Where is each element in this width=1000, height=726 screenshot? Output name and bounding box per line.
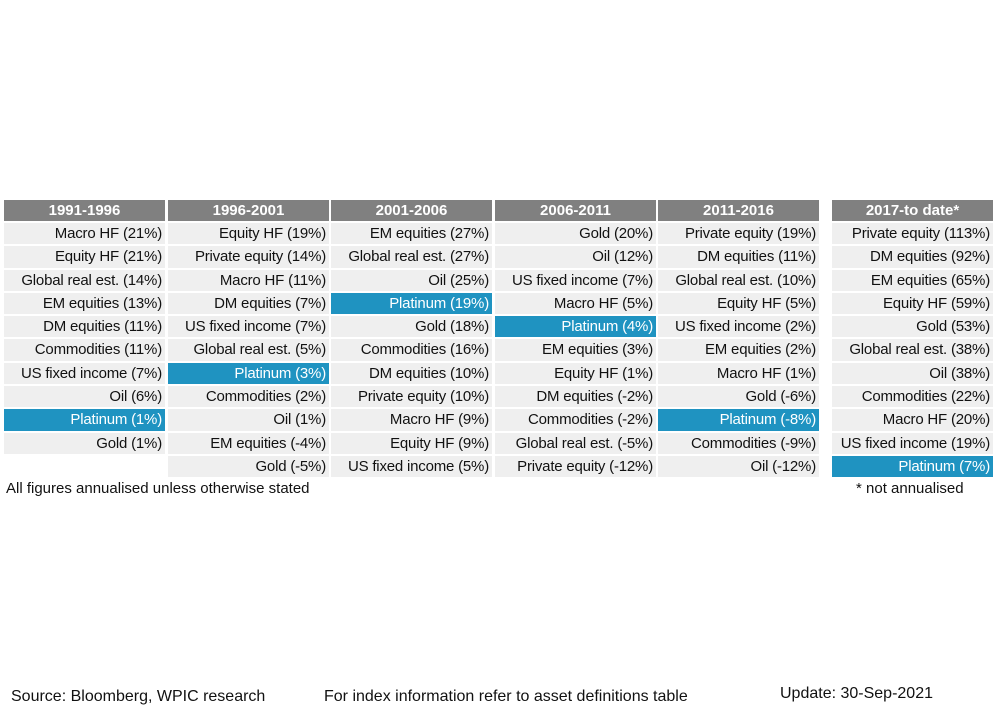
- asset-return-cell: Macro HF (20%): [832, 409, 993, 431]
- asset-return-cell: Commodities (11%): [4, 339, 165, 361]
- asset-return-cell: Platinum (19%): [331, 292, 492, 315]
- asset-return-cell: Macro HF (5%): [495, 292, 656, 315]
- period-header: 2006-2011: [495, 200, 656, 221]
- asset-return-cell: Platinum (7%): [832, 455, 993, 478]
- period-column: 1996-2001 Equity HF (19%) Private equity (…: [168, 200, 329, 479]
- asset-return-cell: Oil (25%): [331, 269, 492, 291]
- asset-return-cell: DM equities (-2%): [495, 386, 656, 408]
- asset-return-cell: Equity HF (5%): [658, 292, 819, 315]
- asset-return-cell: Gold (18%): [331, 316, 492, 338]
- asset-return-cell: Platinum (1%): [4, 409, 165, 431]
- asset-return-cell: Equity HF (1%): [495, 362, 656, 385]
- asset-return-cell: Platinum (-8%): [658, 409, 819, 431]
- not-annualised-note: * not annualised: [856, 480, 964, 497]
- asset-return-cell: Oil (12%): [495, 246, 656, 268]
- asset-return-cell: US fixed income (19%): [832, 432, 993, 454]
- asset-return-cell: US fixed income (7%): [4, 362, 165, 385]
- asset-return-cell: Private equity (113%): [832, 223, 993, 245]
- period-header: 1991-1996: [4, 200, 165, 221]
- asset-return-cell: Macro HF (11%): [168, 269, 329, 291]
- asset-return-cell: Gold (53%): [832, 316, 993, 338]
- asset-return-cell: US fixed income (2%): [658, 316, 819, 338]
- period-column: 2011-2016 Private equity (19%) DM equities…: [658, 200, 819, 479]
- annualised-note: All figures annualised unless otherwise …: [6, 480, 310, 497]
- asset-return-cell: Commodities (22%): [832, 386, 993, 408]
- asset-return-cell: EM equities (27%): [331, 223, 492, 245]
- period-column: 2017-to date* Private equity (113%) DM equ…: [832, 200, 993, 479]
- asset-return-cell: Global real est. (27%): [331, 246, 492, 268]
- period-column: 2006-2011 Gold (20%) Oil (12%) US fixed inc…: [495, 200, 656, 479]
- asset-return-cell: EM equities (2%): [658, 339, 819, 361]
- asset-return-cell: Commodities (16%): [331, 339, 492, 361]
- asset-return-cell: Platinum (3%): [168, 362, 329, 385]
- period-header: 2011-2016: [658, 200, 819, 221]
- asset-return-cell: Private equity (14%): [168, 246, 329, 268]
- period-header: 2001-2006: [331, 200, 492, 221]
- asset-return-cell: Commodities (2%): [168, 386, 329, 408]
- asset-return-cell: Gold (1%): [4, 432, 165, 454]
- asset-return-cell: EM equities (3%): [495, 339, 656, 361]
- update-date: Update: 30-Sep-2021: [780, 685, 933, 702]
- asset-return-cell: Equity HF (9%): [331, 432, 492, 454]
- asset-return-cell: Commodities (-9%): [658, 432, 819, 454]
- period-header: 2017-to date*: [832, 200, 993, 221]
- asset-return-cell: EM equities (65%): [832, 269, 993, 291]
- asset-return-cell: DM equities (10%): [331, 362, 492, 385]
- asset-return-cell: Commodities (-2%): [495, 409, 656, 431]
- source-text: Source: Bloomberg, WPIC research: [11, 688, 266, 705]
- asset-return-cell: Private equity (10%): [331, 386, 492, 408]
- asset-return-cell: Gold (20%): [495, 223, 656, 245]
- asset-return-cell: Global real est. (14%): [4, 269, 165, 291]
- asset-return-cell: EM equities (-4%): [168, 432, 329, 454]
- asset-return-cell: Oil (38%): [832, 362, 993, 385]
- asset-return-cell: Global real est. (-5%): [495, 432, 656, 454]
- asset-return-cell: Global real est. (10%): [658, 269, 819, 291]
- asset-return-cell: Macro HF (9%): [331, 409, 492, 431]
- period-header: 1996-2001: [168, 200, 329, 221]
- asset-return-cell: DM equities (7%): [168, 292, 329, 315]
- asset-return-cell: Global real est. (5%): [168, 339, 329, 361]
- asset-return-cell: Global real est. (38%): [832, 339, 993, 361]
- period-column: 1991-1996 Macro HF (21%) Equity HF (21%) Gl…: [4, 200, 165, 479]
- asset-return-cell: Platinum (4%): [495, 316, 656, 338]
- index-info-text: For index information refer to asset def…: [324, 688, 688, 705]
- asset-return-cell: Gold (-6%): [658, 386, 819, 408]
- asset-return-cell: Gold (-5%): [168, 455, 329, 478]
- asset-return-cell: Private equity (19%): [658, 223, 819, 245]
- period-column: 2001-2006 EM equities (27%) Global real es…: [331, 200, 492, 479]
- asset-return-cell: Equity HF (21%): [4, 246, 165, 268]
- asset-return-cell: DM equities (11%): [658, 246, 819, 268]
- asset-return-cell: Oil (6%): [4, 386, 165, 408]
- empty-cell: [4, 456, 165, 477]
- asset-return-cell: US fixed income (5%): [331, 455, 492, 478]
- asset-return-cell: US fixed income (7%): [168, 316, 329, 338]
- asset-return-cell: DM equities (92%): [832, 246, 993, 268]
- asset-return-cell: Equity HF (59%): [832, 292, 993, 315]
- asset-return-cell: US fixed income (7%): [495, 269, 656, 291]
- asset-return-cell: Oil (1%): [168, 409, 329, 431]
- asset-return-cell: DM equities (11%): [4, 316, 165, 338]
- asset-return-cell: Oil (-12%): [658, 455, 819, 478]
- asset-return-cell: Macro HF (1%): [658, 362, 819, 385]
- asset-return-cell: EM equities (13%): [4, 292, 165, 315]
- asset-return-cell: Macro HF (21%): [4, 223, 165, 245]
- asset-return-cell: Equity HF (19%): [168, 223, 329, 245]
- asset-return-cell: Private equity (-12%): [495, 455, 656, 478]
